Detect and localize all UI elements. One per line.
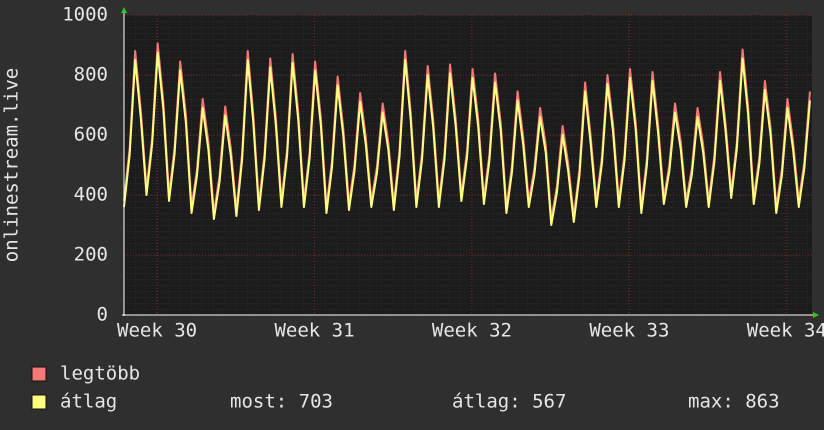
- legend-label: legtöbb: [60, 363, 140, 385]
- y-tick-label: 1000: [62, 4, 108, 26]
- legend-swatch: [31, 394, 47, 410]
- labels: 0 200 400 600 800 1000 Week 30 Week 31 Week 32 We…: [62, 4, 824, 342]
- minor-grid: [124, 15, 812, 315]
- y-tick-label: 600: [74, 124, 108, 146]
- y-tick-label: 800: [74, 64, 108, 86]
- x-tick-label: Week 30: [117, 320, 197, 342]
- x-tick-label: Week 34: [747, 320, 824, 342]
- stat: átlag: 567: [452, 391, 566, 413]
- legend: legtöbb átlag: [31, 363, 140, 413]
- x-tick-label: Week 31: [274, 320, 354, 342]
- stat: max: 863: [688, 391, 780, 413]
- x-tick-label: Week 32: [432, 320, 512, 342]
- series-line: [123, 51, 811, 226]
- y-axis-label: onlinestream.live: [1, 68, 23, 262]
- x-arrow: [813, 312, 819, 318]
- x-tick-label: Week 33: [589, 320, 669, 342]
- legend-swatch: [31, 366, 47, 382]
- stat: most: 703: [230, 391, 333, 413]
- y-arrow: [121, 7, 127, 13]
- lines: [123, 42, 811, 226]
- y-tick-label: 400: [74, 184, 108, 206]
- legend-label: átlag: [60, 391, 117, 413]
- y-tick-label: 200: [74, 244, 108, 266]
- y-tick-label: 0: [97, 304, 108, 326]
